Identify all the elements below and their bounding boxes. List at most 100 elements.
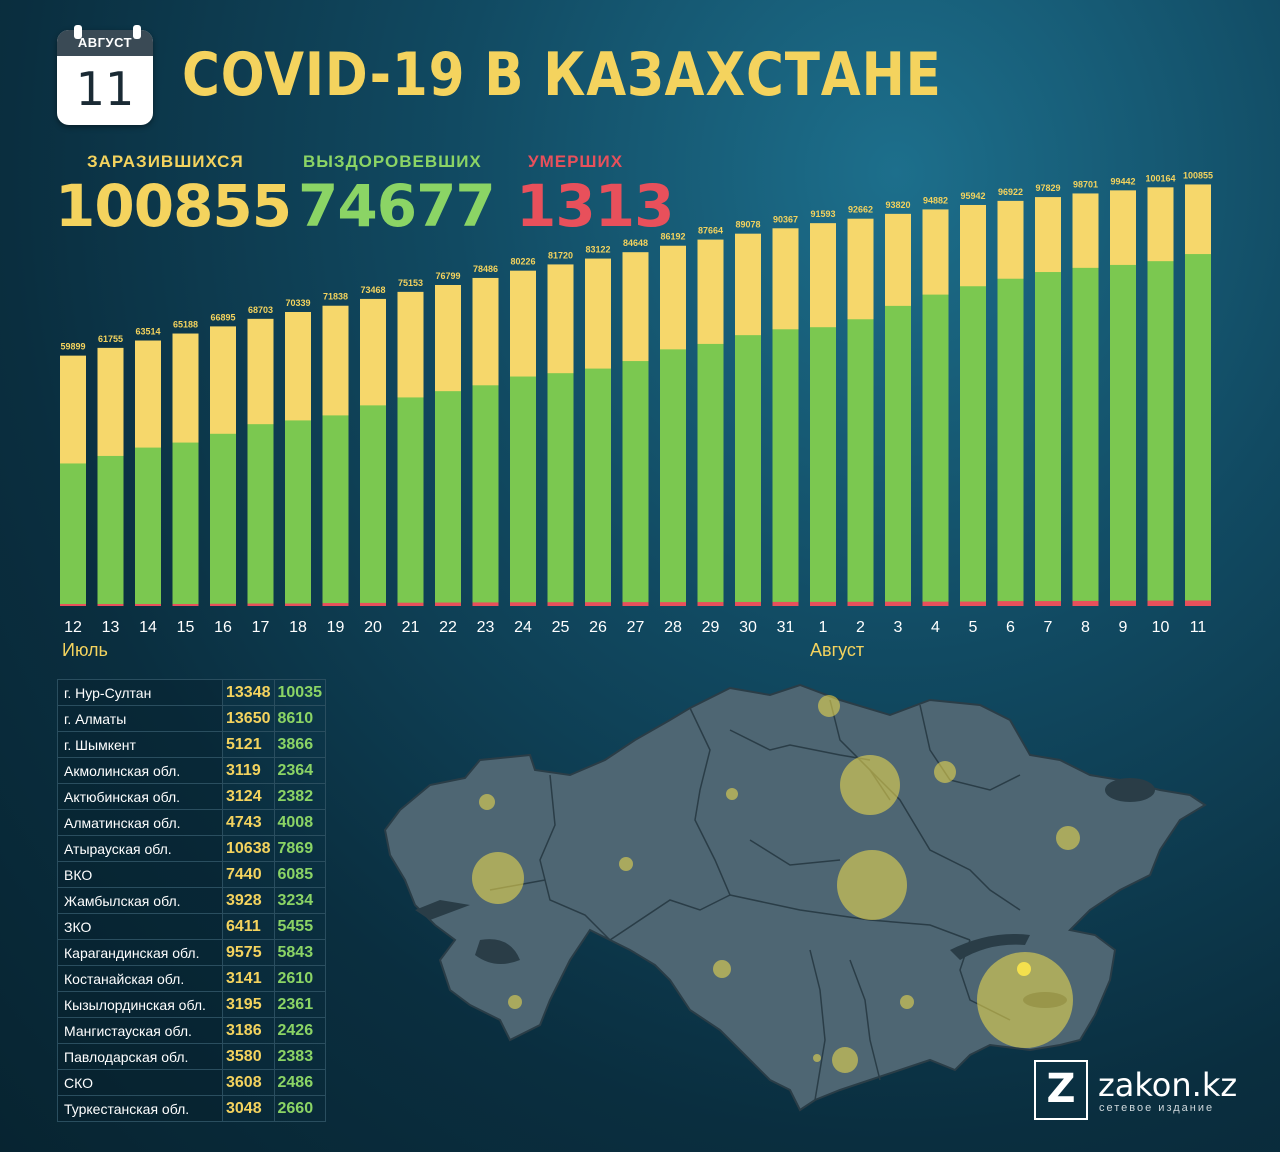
data-label: 68703 [248, 305, 273, 315]
region-name: Павлодарская обл. [57, 1043, 223, 1070]
bar-recovered [435, 391, 461, 606]
region-name: Карагандинская обл. [57, 939, 223, 966]
bar-deaths [847, 601, 874, 606]
data-label: 91593 [810, 209, 835, 219]
tick-label: 31 [777, 619, 795, 636]
bar-deaths [322, 603, 349, 606]
bar-recovered [247, 424, 274, 606]
region-infected: 7440 [222, 861, 275, 888]
bar-deaths [1147, 600, 1174, 606]
table-row: г. Нур-Султан 13348 10035 [57, 679, 326, 706]
bubble-almaty-city [1017, 962, 1031, 976]
bar-recovered [697, 343, 724, 606]
table-row: Актюбинская обл. 3124 2382 [57, 783, 326, 810]
bar-deaths [922, 601, 949, 606]
bar-deaths [135, 604, 161, 606]
bar-recovered [810, 327, 836, 606]
bubble-zko [472, 852, 524, 904]
bubble-nur-sultan [840, 755, 900, 815]
bubble-kostanay [726, 788, 738, 800]
bubble-karaganda [837, 850, 907, 920]
region-name: Костанайская обл. [57, 965, 223, 992]
bar-deaths [960, 601, 986, 606]
bubble-aktobe-north [479, 794, 495, 810]
bar-recovered [1072, 267, 1099, 606]
tick-label: 7 [1044, 619, 1053, 636]
region-recovered: 2383 [273, 1043, 326, 1070]
regions-table: г. Нур-Султан 13348 10035 г. Алматы 13650 861… [57, 679, 326, 1122]
bar-deaths [435, 602, 461, 606]
region-recovered: 3866 [273, 731, 326, 758]
bar-recovered [960, 286, 986, 606]
bubble-turkestan [832, 1047, 858, 1073]
region-name: Акмолинская обл. [57, 757, 223, 784]
region-recovered: 5455 [273, 913, 326, 940]
case-bubbles [472, 695, 1080, 1073]
tick-label: 25 [552, 619, 570, 636]
bar-deaths [210, 603, 236, 606]
bar-deaths [397, 602, 424, 606]
month-label-july: Июль [62, 640, 108, 660]
bar-recovered [97, 455, 124, 606]
bar-recovered [135, 447, 161, 606]
tick-label: 22 [439, 619, 457, 636]
data-label: 61755 [98, 334, 123, 344]
region-infected: 4743 [222, 809, 275, 836]
data-label: 71838 [323, 292, 348, 302]
bar-deaths [1185, 600, 1211, 606]
region-infected: 3928 [222, 887, 275, 914]
bar-recovered [735, 335, 761, 606]
bar-deaths [1035, 601, 1061, 606]
region-name: Кызылординская обл. [57, 991, 223, 1018]
data-label: 89078 [735, 220, 760, 230]
data-label: 73468 [360, 285, 385, 295]
region-name: ЗКО [57, 913, 223, 940]
bar-deaths [97, 604, 124, 606]
data-label: 87664 [698, 226, 723, 236]
infected-value: 100855 [55, 172, 292, 240]
region-infected: 5121 [222, 731, 275, 758]
table-row: г. Шымкент 5121 3866 [57, 731, 326, 758]
data-label: 84648 [623, 238, 648, 248]
bubble-zhambyl [900, 995, 914, 1009]
tick-label: 5 [969, 619, 978, 636]
region-name: г. Нур-Султан [57, 679, 223, 706]
table-row: СКО 3608 2486 [57, 1069, 326, 1096]
bar-deaths [772, 601, 799, 606]
region-name: Туркестанская обл. [57, 1095, 223, 1122]
tick-label: 23 [477, 619, 495, 636]
bar-recovered [510, 376, 536, 606]
region-recovered: 2382 [273, 783, 326, 810]
tick-label: 2 [856, 619, 865, 636]
region-infected: 9575 [222, 939, 275, 966]
tick-label: 9 [1119, 619, 1128, 636]
region-infected: 3580 [222, 1043, 275, 1070]
tick-label: 20 [364, 619, 382, 636]
table-row: ЗКО 6411 5455 [57, 913, 326, 940]
table-row: Мангистауская обл. 3186 2426 [57, 1017, 326, 1044]
bar-recovered [547, 373, 574, 606]
data-label: 65188 [173, 320, 198, 330]
region-recovered: 2660 [273, 1095, 326, 1122]
region-infected: 10638 [222, 835, 275, 862]
tick-label: 1 [819, 619, 828, 636]
bar-recovered [997, 278, 1024, 606]
bar-deaths [622, 602, 649, 606]
month-label-august: Август [810, 640, 865, 660]
data-label: 100855 [1183, 170, 1213, 180]
table-row: Алматинская обл. 4743 4008 [57, 809, 326, 836]
region-infected: 3124 [222, 783, 275, 810]
bar-deaths [997, 601, 1024, 606]
bar-recovered [60, 463, 86, 606]
bar-deaths [810, 601, 836, 606]
tick-label: 16 [214, 619, 232, 636]
data-label: 63514 [135, 327, 160, 337]
data-label: 83122 [585, 245, 610, 255]
data-label: 94882 [923, 195, 948, 205]
table-row: ВКО 7440 6085 [57, 861, 326, 888]
data-label: 92662 [848, 205, 873, 215]
deaths-value: 1313 [516, 172, 674, 240]
bar-deaths [60, 604, 86, 606]
recovered-label: ВЫЗДОРОВЕВШИХ [303, 152, 482, 171]
region-name: Мангистауская обл. [57, 1017, 223, 1044]
